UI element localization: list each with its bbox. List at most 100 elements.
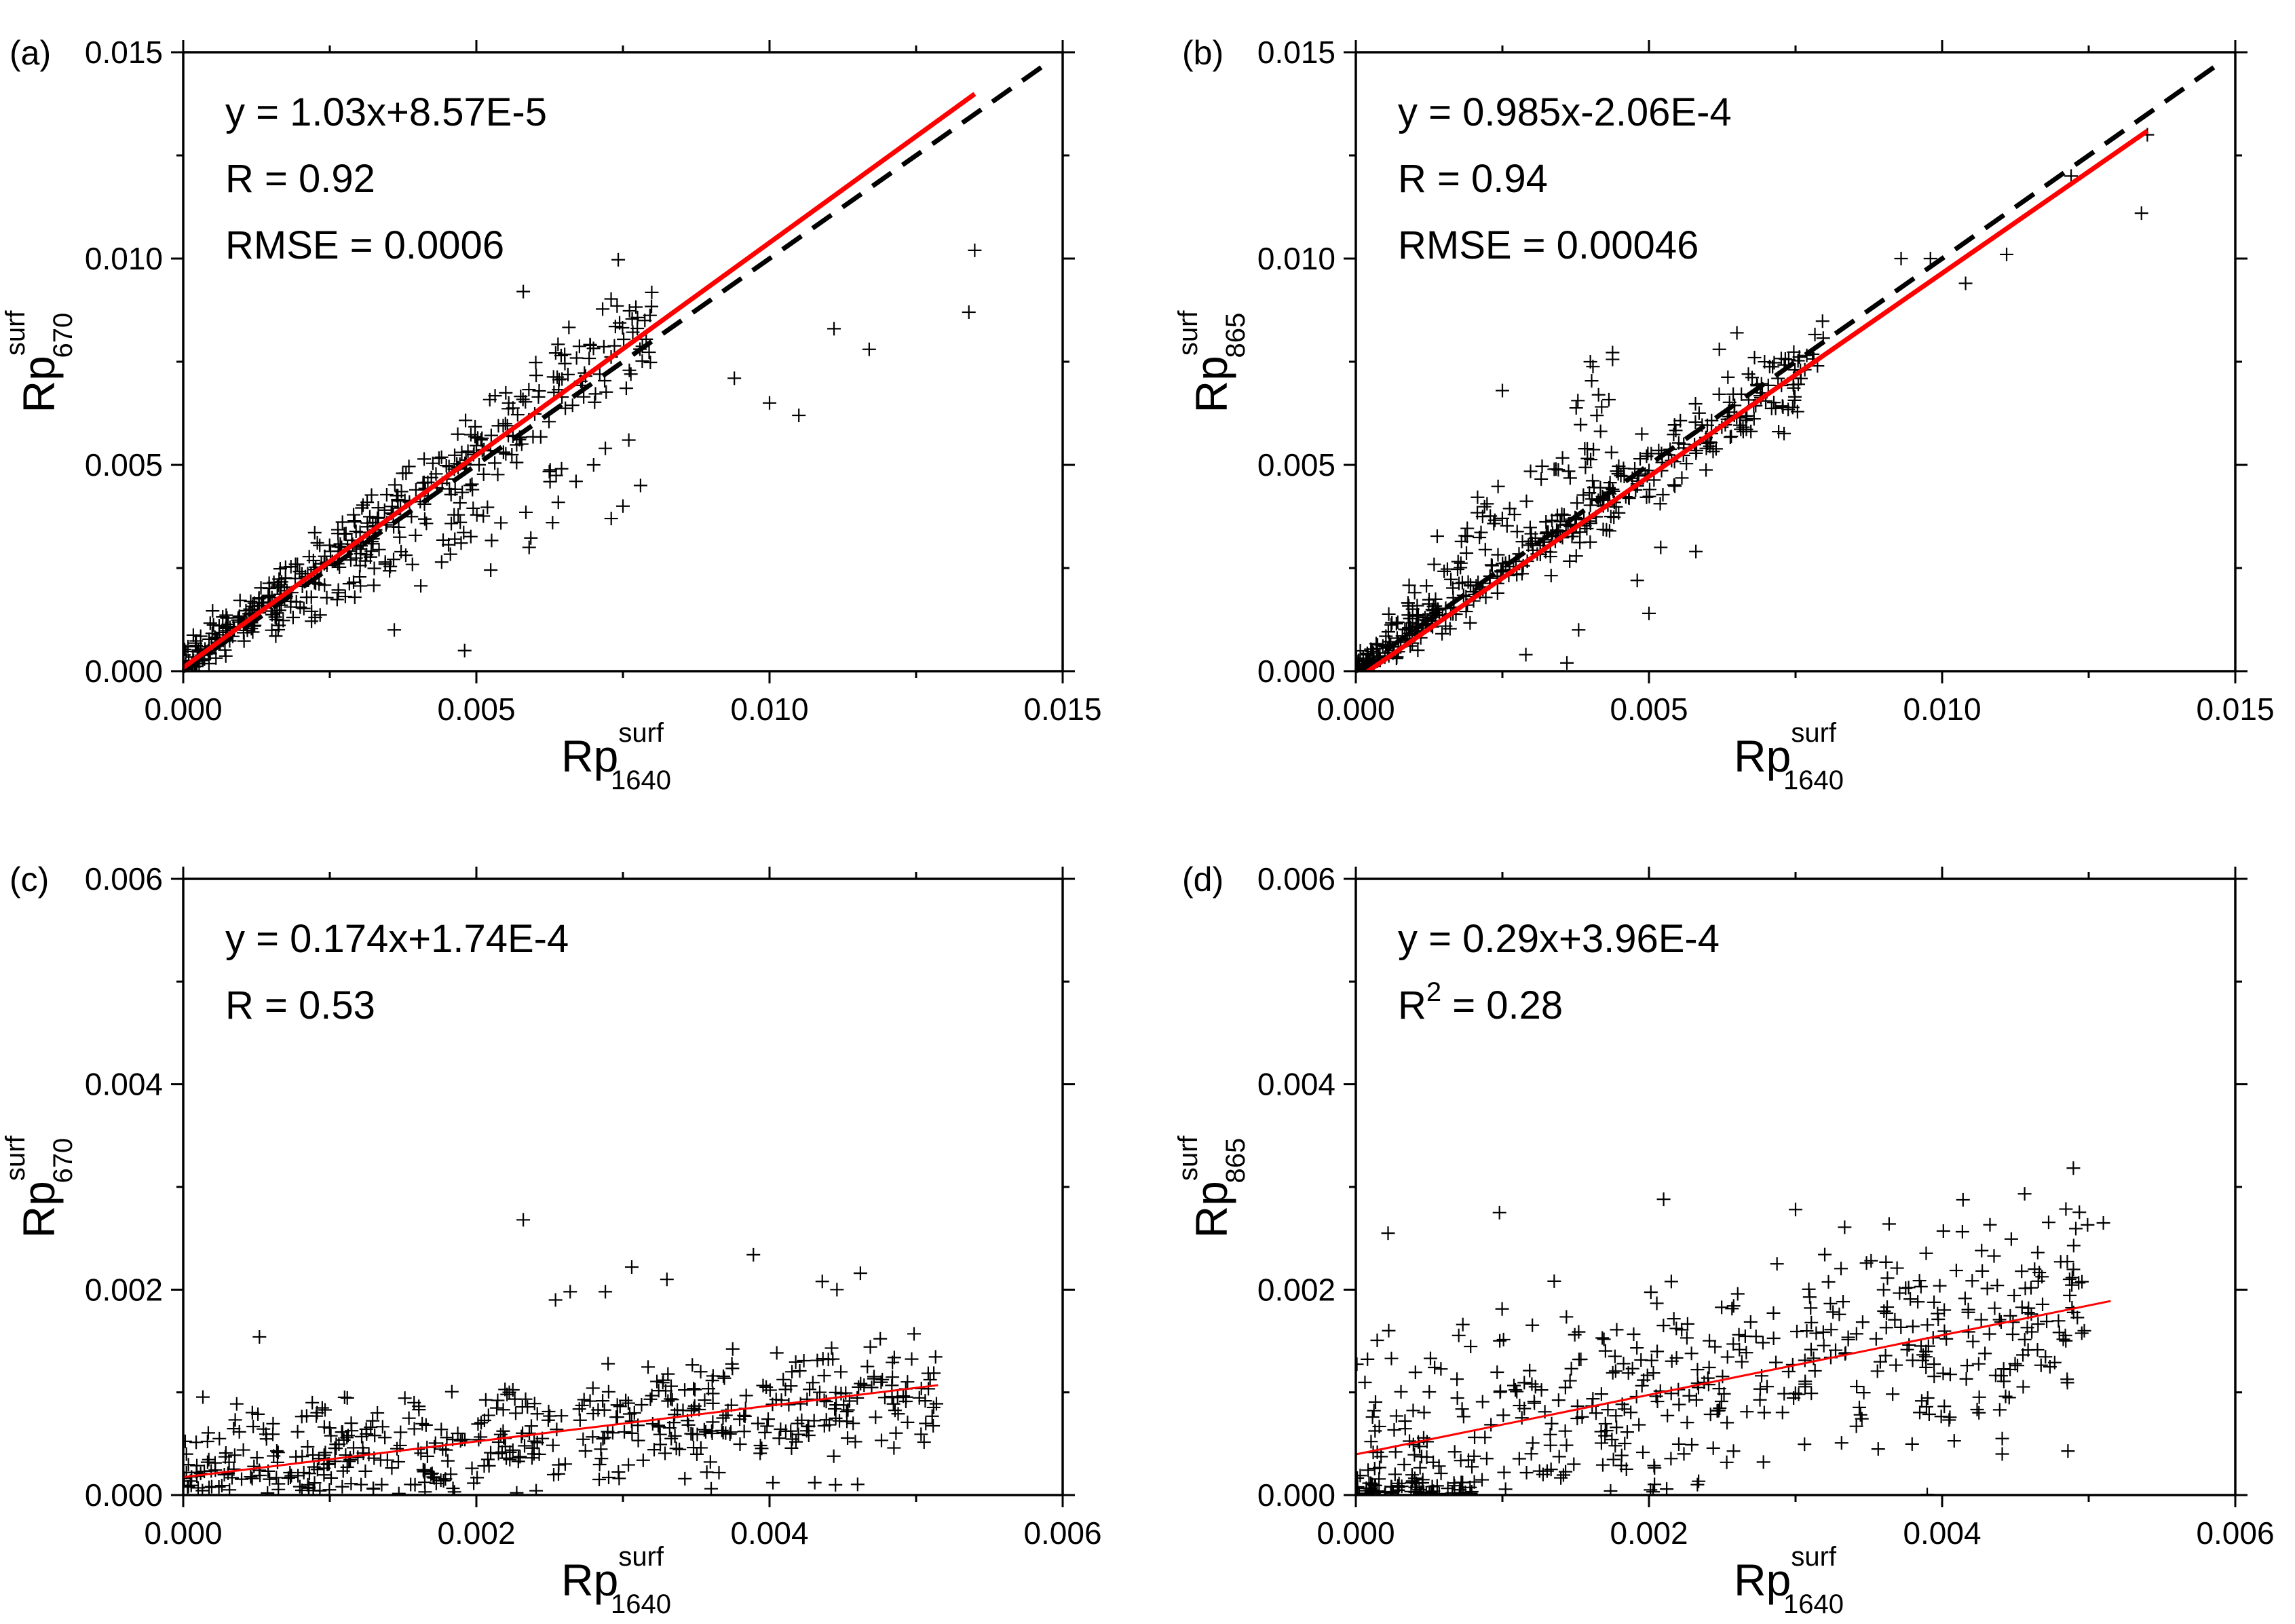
- scatter-point: [1806, 1351, 1821, 1365]
- scatter-point: [1680, 1416, 1694, 1430]
- scatter-point: [1665, 1354, 1679, 1368]
- scatter-point: [1458, 1486, 1473, 1495]
- scatter-point: [518, 1439, 532, 1453]
- one-to-one-reference-line: [181, 62, 1047, 673]
- scatter-point: [1650, 1296, 1664, 1310]
- scatter-point: [432, 451, 446, 466]
- scatter-point: [576, 1432, 590, 1446]
- scatter-point: [575, 1398, 589, 1412]
- scatter-point: [470, 1471, 485, 1485]
- scatter-point: [1585, 374, 1599, 388]
- scatter-point: [490, 1401, 504, 1415]
- scatter-point: [373, 1453, 387, 1467]
- y-axis-label-main: Rp: [14, 1181, 64, 1238]
- scatter-point: [1605, 1433, 1619, 1447]
- scatter-point: [419, 1418, 433, 1432]
- scatter-point: [1715, 1300, 1729, 1315]
- scatter-point: [1413, 1460, 1427, 1475]
- scatter-point: [337, 1390, 352, 1404]
- scatter-point: [1454, 534, 1468, 548]
- scatter-point: [1484, 1418, 1498, 1432]
- scatter-point: [291, 1469, 305, 1483]
- scatter-point: [1406, 1403, 1420, 1418]
- scatter-point: [491, 1446, 506, 1460]
- scatter-point: [331, 583, 345, 597]
- scatter-point: [569, 351, 584, 365]
- scatter-point: [284, 560, 298, 574]
- scatter-point: [529, 369, 544, 383]
- scatter-point: [1603, 476, 1617, 490]
- scatter-point: [601, 1424, 615, 1439]
- scatter-point: [1870, 1364, 1884, 1378]
- scatter-point: [227, 1448, 242, 1462]
- scatter-point: [1905, 1353, 1920, 1367]
- plot-frame: [182, 877, 1064, 1496]
- scatter-point: [678, 1471, 692, 1486]
- scatter-point: [333, 537, 347, 551]
- scatter-point: [706, 1396, 720, 1410]
- scatter-point: [1809, 1326, 1823, 1340]
- scatter-point: [1604, 1484, 1618, 1495]
- scatter-point: [962, 305, 976, 320]
- scatter-point: [1509, 1382, 1523, 1397]
- scatter-point: [766, 1475, 780, 1490]
- scatter-point: [1594, 1387, 1608, 1401]
- annotation-text: R: [1398, 983, 1426, 1027]
- scatter-point: [262, 576, 276, 590]
- scatter-point: [461, 444, 475, 458]
- scatter-point: [2062, 1272, 2076, 1287]
- scatter-point: [599, 1285, 613, 1299]
- scatter-point: [1974, 1313, 1988, 1327]
- y-tick-label: 0.000: [1257, 1477, 1335, 1513]
- scatter-point: [1372, 1484, 1386, 1495]
- y-axis-label-sup: surf: [1173, 310, 1203, 356]
- x-tick-label: 0.006: [1023, 1515, 1101, 1551]
- scatter-point: [335, 1479, 349, 1494]
- scatter-point: [405, 557, 419, 571]
- y-tick-label: 0.004: [1257, 1067, 1335, 1102]
- scatter-point: [1667, 418, 1682, 432]
- scatter-point: [1495, 511, 1509, 525]
- x-tick-label: 0.002: [1610, 1515, 1688, 1551]
- scatter-point: [1740, 1405, 1754, 1419]
- scatter-point: [278, 571, 292, 586]
- scatter-point: [1570, 496, 1585, 510]
- scatter-point: [391, 489, 405, 503]
- scatter-point: [1804, 1342, 1818, 1357]
- scatter-point: [419, 516, 434, 531]
- y-axis-label-main: Rp: [14, 356, 64, 413]
- scatter-point: [1434, 1362, 1448, 1376]
- scatter-point: [1558, 1424, 1572, 1438]
- scatter-point: [817, 1369, 831, 1383]
- scatter-point: [1559, 1310, 1574, 1324]
- scatter-point: [928, 1350, 943, 1364]
- scatter-point: [698, 1393, 712, 1408]
- scatter-point: [322, 1421, 337, 1435]
- scatter-point: [367, 561, 381, 575]
- scatter-point: [1690, 1477, 1705, 1492]
- scatter-point: [1368, 1424, 1382, 1438]
- scatter-point: [1849, 1327, 1863, 1341]
- scatter-point: [1734, 1355, 1749, 1369]
- scatter-point: [347, 508, 361, 522]
- scatter-point: [1730, 326, 1744, 340]
- scatter-point: [1410, 599, 1424, 613]
- scatter-point: [1772, 425, 1786, 439]
- scatter-point: [2041, 1215, 2055, 1230]
- scatter-point: [1821, 1274, 1836, 1289]
- scatter-point: [1571, 394, 1585, 408]
- scatter-point: [886, 1370, 900, 1384]
- annotation-line-2: R = 0.92: [225, 157, 375, 201]
- scatter-point: [1528, 1380, 1542, 1394]
- scatter-point: [318, 1446, 333, 1460]
- scatter-point: [1519, 647, 1533, 662]
- scatter-point: [917, 1435, 931, 1450]
- scatter-point: [496, 445, 510, 459]
- scatter-point: [434, 555, 449, 569]
- scatter-point: [664, 1431, 679, 1446]
- y-tick-label: 0.010: [85, 241, 163, 276]
- scatter-point: [869, 1410, 883, 1424]
- scatter-point: [1855, 1412, 1869, 1426]
- regression-fit-line: [183, 1384, 938, 1479]
